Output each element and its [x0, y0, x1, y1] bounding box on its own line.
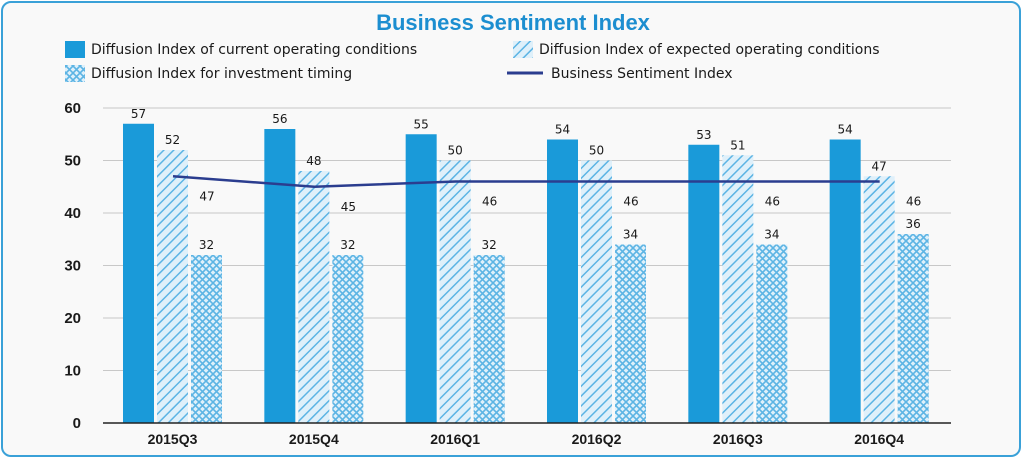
business-sentiment-chart: Business Sentiment Index Diffusion Index… — [64, 10, 951, 447]
sentiment-line — [172, 175, 880, 189]
legend: Diffusion Index of current operating con… — [65, 41, 880, 82]
x-axis: 2015Q3 2015Q4 2016Q1 2016Q2 2016Q3 2016Q4 — [103, 422, 951, 447]
bar — [756, 244, 788, 423]
y-tick-label: 50 — [64, 153, 81, 170]
legend-item: Diffusion Index of current operating con… — [65, 41, 417, 58]
bar — [581, 160, 612, 423]
legend-item: Diffusion Index of expected operating co… — [513, 41, 880, 58]
x-tick-label: 2016Q2 — [572, 431, 622, 447]
bars — [123, 123, 929, 423]
chart-title: Business Sentiment Index — [376, 10, 651, 35]
legend-swatch — [513, 41, 533, 58]
legend-swatch — [65, 65, 85, 82]
bar-value-label: 34 — [623, 228, 638, 242]
bar — [615, 244, 646, 423]
y-tick-label: 30 — [64, 258, 81, 275]
legend-label: Diffusion Index for investment timing — [91, 66, 352, 82]
legend-swatch — [65, 41, 85, 58]
y-tick-label: 60 — [64, 100, 81, 117]
line-value-label: 47 — [199, 189, 214, 203]
line-value-label: 46 — [482, 195, 497, 209]
y-axis: 0 10 20 30 40 50 60 — [64, 100, 81, 432]
y-tick-label: 0 — [73, 415, 81, 432]
bar-value-label: 53 — [696, 128, 711, 142]
legend-item: Business Sentiment Index — [507, 66, 733, 82]
bar-value-label: 50 — [589, 144, 604, 158]
line-series — [172, 175, 880, 189]
bar — [473, 255, 505, 423]
bar — [157, 150, 188, 423]
bar-value-label: 51 — [730, 138, 745, 152]
data-labels: 57 52 32 56 48 32 55 50 32 54 50 34 53 51 34 54 47 36 47 45… — [131, 107, 921, 252]
legend-label: Diffusion Index of current operating con… — [91, 42, 417, 58]
bar — [332, 255, 364, 423]
bar-value-label: 55 — [414, 117, 429, 131]
bar-value-label: 50 — [448, 144, 463, 158]
bar — [688, 144, 720, 423]
bar-value-label: 56 — [272, 112, 287, 126]
bar — [264, 129, 296, 423]
bar — [722, 155, 754, 423]
x-tick-label: 2016Q3 — [713, 431, 763, 447]
line-value-label: 46 — [906, 195, 921, 209]
x-tick-label: 2016Q4 — [854, 431, 904, 447]
grid-lines — [103, 107, 951, 371]
bar-value-label: 36 — [906, 217, 921, 231]
bar — [123, 123, 154, 423]
bar-value-label: 52 — [165, 133, 180, 147]
x-tick-label: 2015Q3 — [148, 431, 198, 447]
bar — [547, 139, 578, 423]
bar-value-label: 48 — [306, 154, 321, 168]
bar-value-label: 32 — [340, 238, 355, 252]
legend-label: Business Sentiment Index — [551, 66, 733, 82]
bar — [191, 255, 222, 423]
y-tick-label: 10 — [64, 363, 81, 380]
bar-value-label: 32 — [482, 238, 497, 252]
bar-value-label: 54 — [555, 123, 570, 137]
bar-value-label: 34 — [764, 228, 779, 242]
bar — [863, 176, 895, 423]
x-tick-label: 2016Q1 — [430, 431, 480, 447]
legend-item: Diffusion Index for investment timing — [65, 65, 352, 82]
y-tick-label: 20 — [64, 310, 81, 327]
bar — [405, 134, 437, 423]
bar-value-label: 54 — [838, 123, 853, 137]
x-tick-label: 2015Q4 — [289, 431, 339, 447]
line-value-label: 46 — [765, 195, 780, 209]
bar-value-label: 32 — [199, 238, 214, 252]
bar — [829, 139, 861, 423]
bar — [439, 160, 471, 423]
bar — [298, 171, 330, 423]
y-tick-label: 40 — [64, 205, 81, 222]
bar — [897, 234, 929, 423]
bar-value-label: 47 — [872, 159, 887, 173]
line-value-label: 45 — [341, 200, 356, 214]
bar-value-label: 57 — [131, 107, 146, 121]
legend-label: Diffusion Index of expected operating co… — [539, 42, 880, 58]
line-value-label: 46 — [623, 195, 638, 209]
